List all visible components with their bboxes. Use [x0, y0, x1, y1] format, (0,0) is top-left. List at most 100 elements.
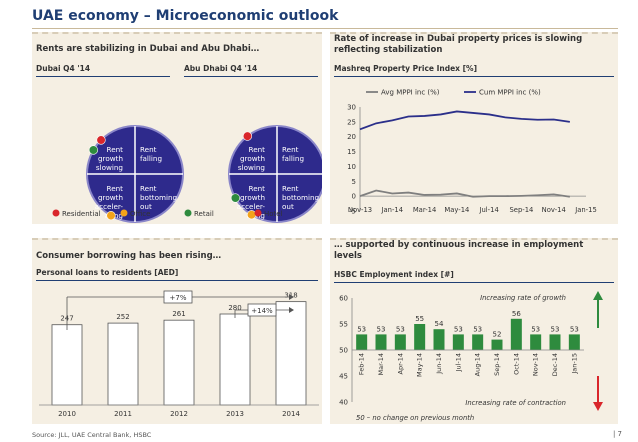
growth-arrow-2010-2014: +7% — [66, 290, 294, 330]
x-tick-label: 2011 — [114, 410, 132, 418]
x-tick-label: Mar-14 — [377, 353, 385, 375]
x-tick-label: Jan-14 — [380, 206, 403, 214]
dubai-label: Dubai Q4 '14 — [36, 64, 91, 73]
bar — [375, 334, 387, 350]
abudhabi-office-marker — [246, 210, 257, 220]
property-panel: Rate of increase in Dubai property price… — [330, 32, 618, 224]
y-tick-label: 45 — [339, 373, 348, 381]
y-tick-label: 55 — [339, 321, 348, 329]
bar-value-label: 52 — [493, 331, 502, 339]
x-tick-label: 2014 — [282, 410, 300, 418]
x-tick-label: Mar-14 — [413, 206, 437, 214]
series-line-avg — [359, 189, 570, 198]
y-tick-label: 10 — [347, 163, 356, 171]
bar-value-label: 261 — [172, 310, 185, 318]
bar — [275, 301, 307, 406]
bar-value-label: 280 — [228, 304, 241, 312]
bar-value-label: 53 — [377, 325, 386, 333]
dubai-residential-marker — [96, 135, 106, 145]
annotation-box — [163, 290, 193, 304]
bar-value-label: 54 — [435, 320, 444, 328]
property-subtitle: Mashreq Property Price Index [%] — [334, 64, 477, 73]
bar — [394, 334, 406, 350]
y-tick-label: 20 — [347, 133, 356, 141]
legend-label: Office — [130, 210, 150, 218]
rents-title: Rents are stabilizing in Dubai and Abu D… — [36, 44, 260, 54]
x-tick-label: May-14 — [444, 206, 469, 214]
x-tick-label: Feb-14 — [358, 353, 366, 375]
property-title: Rate of increase in Dubai property price… — [334, 34, 583, 55]
bar — [414, 324, 426, 350]
x-tick-label: Nov-14 — [532, 353, 540, 376]
abudhabi-hotel-marker — [242, 131, 253, 141]
legend-label: Residential — [62, 210, 101, 218]
bar-value-label: 53 — [570, 325, 579, 333]
y-tick-label: 30 — [347, 104, 356, 112]
legend-swatch — [52, 209, 60, 217]
bar — [433, 329, 445, 350]
loans-subtitle: Personal loans to residents [AED] — [36, 268, 179, 277]
legend-swatch — [254, 209, 262, 217]
x-tick-label: Dec-14 — [551, 353, 559, 376]
bar — [530, 334, 542, 350]
bar — [356, 334, 368, 350]
annotation-arrowhead — [289, 294, 294, 300]
bar — [219, 313, 251, 406]
abudhabi-quadrant-label: Rent growth slowing — [238, 145, 265, 172]
bar-value-label: 252 — [116, 313, 129, 321]
bar-value-label: 53 — [396, 325, 405, 333]
x-tick-label: Jan-15 — [570, 353, 578, 375]
y-tick-label: 5 — [352, 178, 356, 186]
contraction-note: Increasing rate of contraction — [465, 399, 566, 407]
x-tick-label: Apr-14 — [396, 353, 404, 374]
x-tick-label: Nov-14 — [542, 206, 566, 214]
annotation-label: +7% — [170, 294, 187, 302]
x-tick-label: Oct-14 — [512, 353, 520, 375]
employment-chart: 40 45 50 55 60 53 Feb-14 53 Mar-14 53 Apr-14 55 May-… — [339, 291, 603, 422]
employment-rule — [334, 282, 614, 283]
y-tick-label: 60 — [339, 295, 348, 303]
title-divider — [32, 28, 618, 29]
loans-rule — [36, 280, 318, 281]
abudhabi-quadrant-label: Rent bottoming out — [282, 184, 319, 211]
loans-chart: 24720102522011261201228020133182014+7%+1… — [39, 290, 319, 418]
x-tick-label: May-14 — [416, 353, 424, 377]
x-tick-label: Aug-14 — [474, 353, 482, 376]
bar — [51, 324, 83, 406]
x-tick-label: Jun-14 — [435, 353, 443, 375]
bar — [107, 322, 139, 406]
growth-note: Increasing rate of growth — [480, 294, 566, 302]
rents-rule-right — [184, 76, 318, 77]
legend-label: Hotel — [264, 210, 283, 218]
y-tick-label: -5 — [349, 208, 356, 216]
x-tick-label: Jan-15 — [574, 206, 597, 214]
bar — [452, 334, 464, 350]
legend-swatch — [184, 209, 192, 217]
contraction-arrow-icon — [593, 376, 603, 411]
rents-panel: Rents are stabilizing in Dubai and Abu D… — [32, 32, 322, 224]
legend-swatch — [120, 209, 128, 217]
property-chart: -5 0 5 10 15 20 25 30 Nov-13 Jan-14 Mar-14 May-14 Ju… — [347, 89, 597, 216]
loans-panel: Consumer borrowing has been rising… Pers… — [32, 238, 322, 424]
x-tick-label: 2012 — [170, 410, 188, 418]
dubai-quadrant-label: Rent bottoming out — [140, 184, 177, 211]
bar — [472, 334, 484, 350]
bar-value-label: 53 — [454, 325, 463, 333]
x-tick-label: Nov-13 — [348, 206, 372, 214]
y-tick-label: 0 — [352, 193, 356, 201]
page-title: UAE economy – Microeconomic outlook — [32, 8, 339, 24]
page-number: | 7 — [612, 430, 622, 438]
annotation-box — [247, 303, 277, 317]
x-tick-label: 2013 — [226, 410, 244, 418]
bar-value-label: 53 — [531, 325, 540, 333]
dubai-green-marker — [88, 145, 99, 155]
y-tick-label: 15 — [347, 148, 356, 156]
bar-value-label: 53 — [473, 325, 482, 333]
property-legend: Avg MPPI inc (%) Cum MPPI inc (%) — [366, 89, 541, 97]
bar — [549, 334, 561, 350]
bar-value-label: 53 — [551, 325, 560, 333]
bar — [163, 319, 195, 406]
legend-label: Retail — [194, 210, 214, 218]
legend-label: Cum MPPI inc (%) — [479, 89, 541, 97]
